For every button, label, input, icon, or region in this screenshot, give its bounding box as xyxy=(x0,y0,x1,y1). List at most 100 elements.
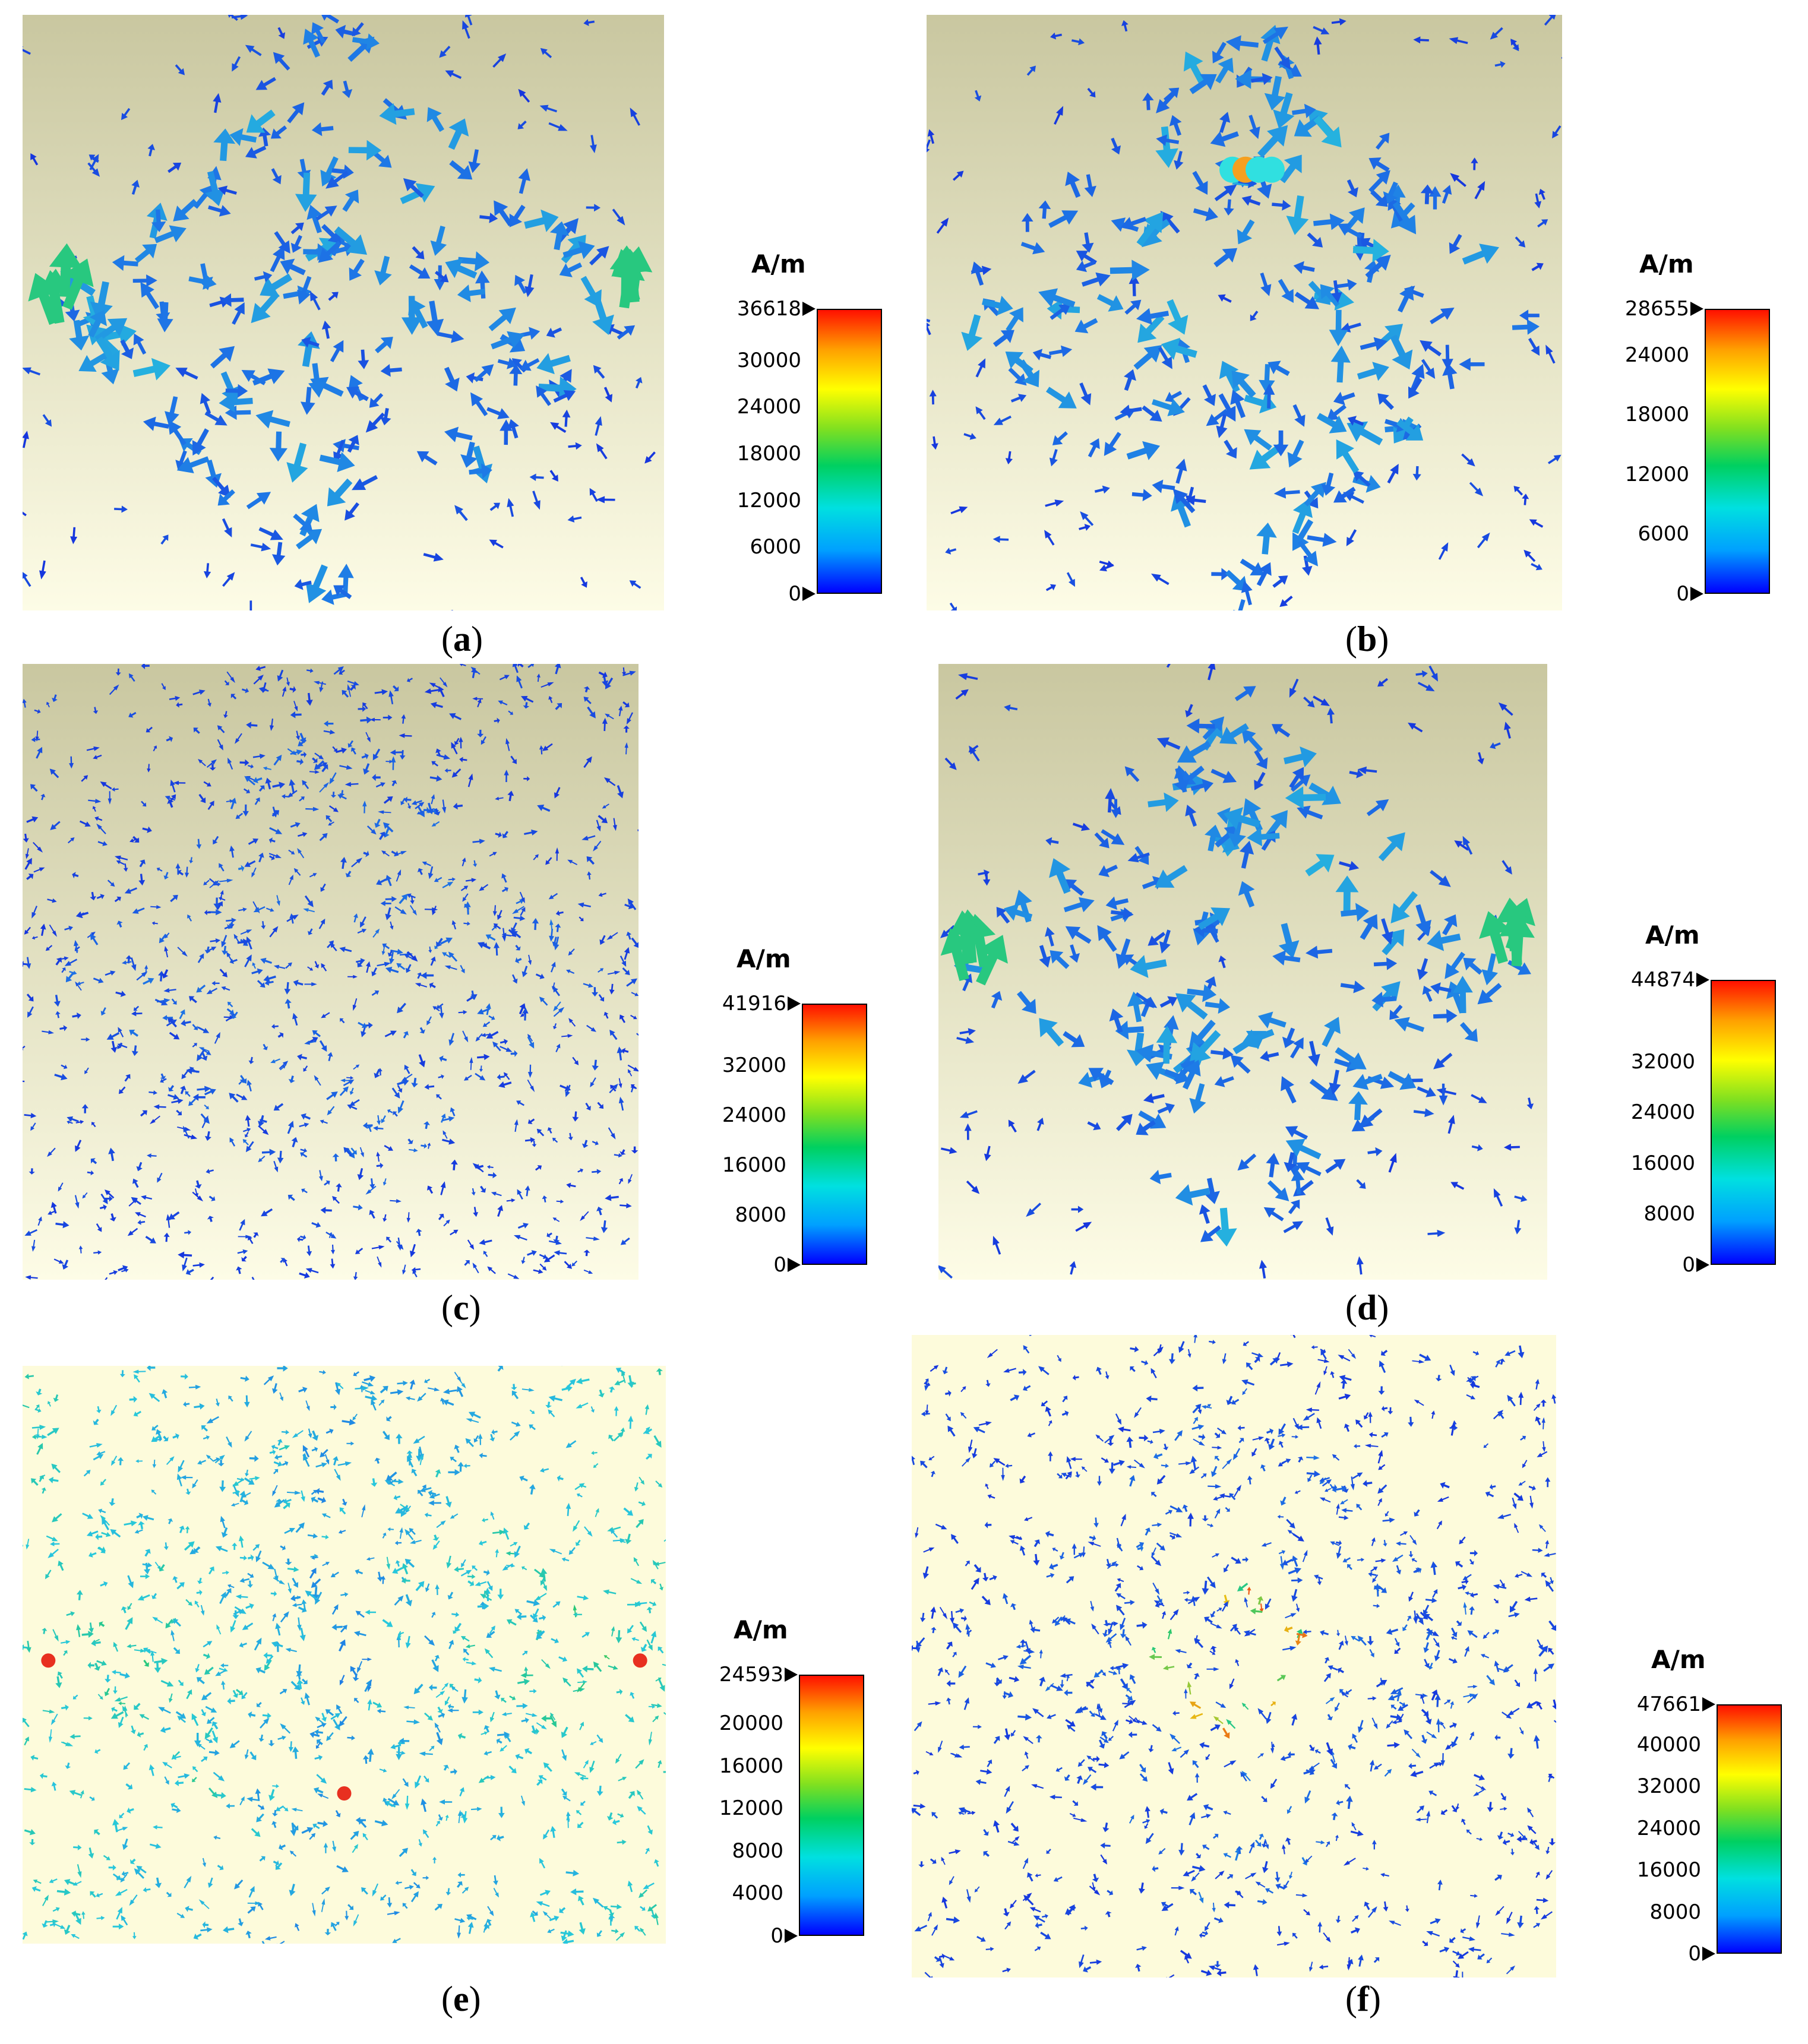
field-vector xyxy=(344,1910,349,1920)
field-vector xyxy=(498,1806,505,1818)
field-vector xyxy=(105,1189,115,1199)
field-vector xyxy=(197,953,204,963)
field-vector xyxy=(1259,1603,1264,1613)
field-vector xyxy=(410,1869,416,1877)
field-vector xyxy=(426,300,444,336)
field-vector xyxy=(248,839,259,845)
field-vector xyxy=(552,936,558,947)
field-vector xyxy=(147,1153,157,1158)
field-vector xyxy=(1307,533,1337,547)
field-vector xyxy=(1508,1612,1520,1618)
field-vector xyxy=(1424,1613,1434,1622)
field-vector xyxy=(492,1041,501,1052)
field-vector xyxy=(84,1067,89,1074)
field-vector xyxy=(1173,767,1190,793)
field-vector xyxy=(279,1689,287,1695)
field-vector xyxy=(1519,309,1540,321)
field-vector xyxy=(189,1384,201,1390)
field-vector xyxy=(1198,1891,1204,1904)
field-vector xyxy=(1111,907,1134,920)
field-vector xyxy=(1294,1490,1301,1494)
field-vector xyxy=(1330,346,1351,383)
field-vector xyxy=(994,1678,1000,1687)
field-vector xyxy=(140,281,160,309)
field-vector xyxy=(1495,1359,1500,1368)
field-vector xyxy=(232,1542,238,1550)
field-vector xyxy=(1529,1839,1537,1846)
field-vector xyxy=(1071,1205,1084,1213)
field-vector xyxy=(1330,1541,1339,1546)
field-vector xyxy=(219,1480,226,1492)
field-vector xyxy=(74,939,79,953)
field-vector xyxy=(514,1119,519,1132)
field-vector xyxy=(362,1833,368,1840)
field-vector xyxy=(614,1153,622,1158)
field-vector xyxy=(1241,580,1253,606)
field-vector xyxy=(1376,1679,1387,1688)
field-vector xyxy=(462,20,470,39)
field-vector xyxy=(941,1147,957,1154)
field-vector xyxy=(435,271,449,283)
field-vector xyxy=(518,88,530,103)
field-vector xyxy=(1365,255,1391,279)
field-vector xyxy=(1477,983,1502,1005)
field-vector xyxy=(521,1566,527,1571)
field-vector xyxy=(487,1906,494,1916)
field-vector xyxy=(240,1075,247,1084)
field-vector xyxy=(1133,345,1162,370)
field-vector xyxy=(360,916,366,928)
field-vector xyxy=(475,1581,487,1586)
field-vector xyxy=(23,961,28,967)
field-vector xyxy=(596,820,601,832)
field-vector xyxy=(1302,1549,1308,1562)
field-vector xyxy=(584,1526,593,1537)
field-vector xyxy=(448,1469,460,1476)
field-vector xyxy=(663,1712,666,1715)
field-vector xyxy=(379,1768,387,1773)
legend-tick-label: 32000 xyxy=(722,1053,786,1078)
field-vector xyxy=(1202,1844,1210,1850)
field-vector xyxy=(353,913,358,923)
field-vector xyxy=(355,1385,369,1391)
field-vector xyxy=(927,322,931,336)
field-vector xyxy=(197,1677,205,1685)
field-vector xyxy=(127,1603,132,1610)
field-vector xyxy=(446,1555,452,1569)
field-vector xyxy=(1431,1410,1436,1419)
field-vector xyxy=(194,1546,200,1553)
field-vector xyxy=(273,1160,279,1173)
field-vector xyxy=(507,419,519,439)
field-vector xyxy=(472,697,483,701)
field-vector xyxy=(429,1745,435,1751)
field-vector xyxy=(227,1697,235,1705)
field-vector xyxy=(314,1075,321,1086)
field-vector xyxy=(185,1488,191,1495)
field-vector xyxy=(1102,1629,1109,1637)
field-vector xyxy=(67,1116,79,1122)
field-vector xyxy=(427,1185,434,1194)
field-vector xyxy=(246,1080,252,1091)
field-vector xyxy=(1095,1434,1104,1442)
field-vector xyxy=(1535,1871,1540,1878)
field-vector xyxy=(226,671,235,684)
field-vector xyxy=(36,1388,43,1396)
field-vector xyxy=(419,1027,425,1034)
field-vector xyxy=(204,411,227,426)
field-vector xyxy=(570,1888,584,1896)
field-vector xyxy=(1471,157,1478,170)
field-vector xyxy=(270,1058,280,1064)
field-vector xyxy=(326,1732,334,1741)
field-vector xyxy=(1497,1514,1512,1519)
field-vector xyxy=(1528,337,1540,356)
field-vector xyxy=(178,1460,185,1473)
field-vector xyxy=(1415,1818,1427,1822)
legend-tick-label: 8000 xyxy=(1643,1202,1695,1226)
field-vector xyxy=(166,1214,171,1228)
field-vector xyxy=(1332,1454,1340,1461)
field-vector xyxy=(939,1958,944,1969)
field-vector xyxy=(1278,1441,1284,1448)
field-vector xyxy=(48,1210,56,1215)
field-vector xyxy=(395,1560,400,1567)
field-vector xyxy=(962,973,972,992)
field-vector xyxy=(225,384,248,398)
